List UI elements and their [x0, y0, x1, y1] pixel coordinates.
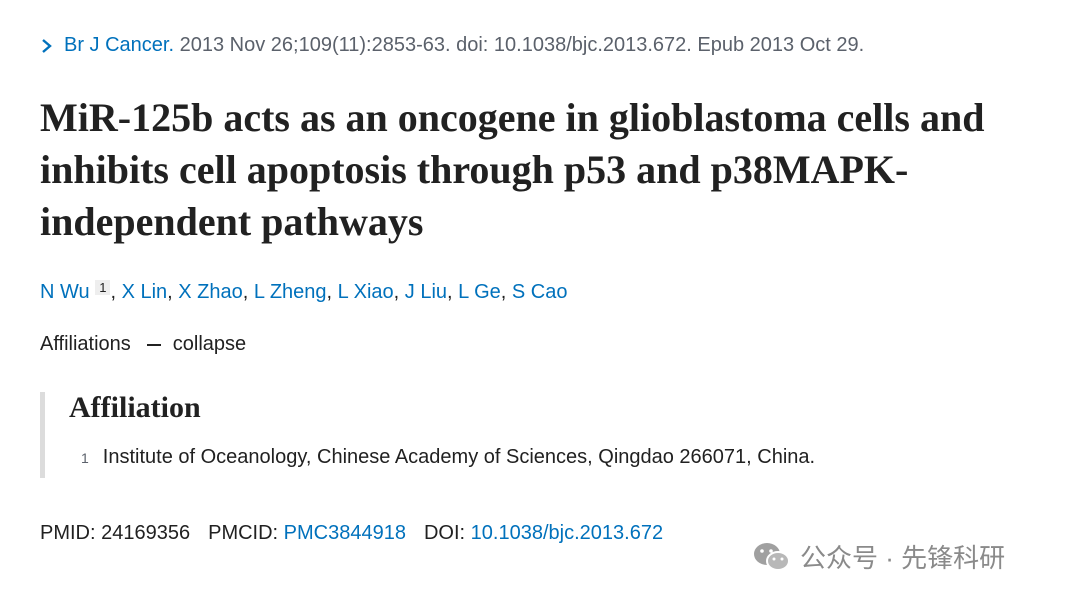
author-link[interactable]: N Wu: [40, 281, 90, 303]
citation-details: 2013 Nov 26;109(11):2853-63. doi: 10.103…: [179, 34, 865, 56]
author-link[interactable]: L Xiao: [337, 281, 394, 303]
dash-icon: [146, 343, 161, 346]
affiliation-box: Affiliation 1 Institute of Oceanology, Ch…: [40, 392, 815, 478]
identifier-label: DOI:: [423, 522, 466, 544]
affiliation-text: Institute of Oceanology, Chinese Academy…: [102, 446, 816, 468]
citation: Br J Cancer. 2013 Nov 26;109(11):2853-63…: [40, 34, 864, 57]
identifier: DOI: 10.1038/bjc.2013.672: [424, 522, 663, 544]
watermark-text: 公众号 · 先锋科研: [800, 543, 1006, 573]
wechat-icon: [754, 542, 790, 571]
separator: ,: [393, 281, 405, 303]
identifier-value[interactable]: PMC3844918: [283, 522, 406, 544]
separator: ,: [110, 281, 122, 303]
identifier: PMID: 24169356: [40, 522, 190, 544]
separator: ,: [242, 281, 254, 303]
identifier-label: PMCID:: [208, 522, 279, 544]
author-link[interactable]: J Liu: [404, 281, 448, 303]
affiliation-heading: Affiliation: [69, 391, 201, 424]
separator: ,: [326, 281, 338, 303]
identifiers: PMID: 24169356 PMCID: PMC3844918 DOI: 10.1…: [40, 522, 681, 545]
affiliation-item: 1 Institute of Oceanology, Chinese Academ…: [81, 446, 815, 469]
affiliations-label: Affiliations: [40, 333, 131, 355]
affiliation-ref[interactable]: 1: [95, 280, 111, 295]
article-title: MiR-125b acts as an oncogene in glioblas…: [40, 95, 985, 244]
author-link[interactable]: X Zhao: [178, 281, 243, 303]
collapse-label: collapse: [172, 333, 247, 355]
separator: ,: [447, 281, 459, 303]
identifier-value: 24169356: [101, 522, 191, 544]
separator: ,: [500, 281, 512, 303]
authors: N Wu 1, X Lin, X Zhao, L Zheng, L Xiao, …: [40, 280, 567, 304]
watermark: 公众号 · 先锋科研: [752, 538, 1005, 575]
identifier-value[interactable]: 10.1038/bjc.2013.672: [470, 522, 664, 544]
author-link[interactable]: L Zheng: [253, 281, 327, 303]
journal-link[interactable]: Br J Cancer.: [64, 34, 175, 56]
identifier-label: PMID:: [40, 522, 96, 544]
author-link[interactable]: S Cao: [511, 281, 568, 303]
author-link[interactable]: L Ge: [458, 281, 501, 303]
author-link[interactable]: X Lin: [121, 281, 168, 303]
chevron-icon: [42, 38, 52, 53]
separator: ,: [167, 281, 179, 303]
identifier: PMCID: PMC3844918: [208, 522, 406, 544]
affiliation-number: 1: [81, 450, 89, 466]
affiliations-toggle[interactable]: Affiliations collapse: [40, 333, 246, 356]
